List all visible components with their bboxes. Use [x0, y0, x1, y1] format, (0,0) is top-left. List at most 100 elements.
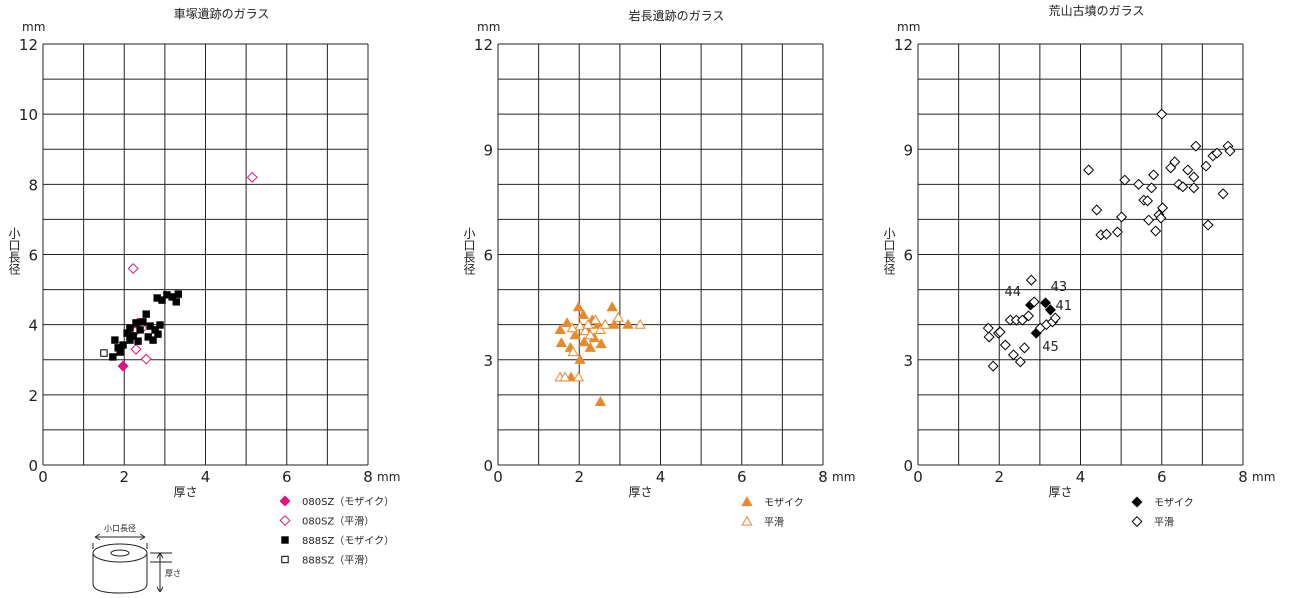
legend-marker [741, 515, 753, 526]
x-tick-label: 6 [737, 468, 747, 486]
marker [126, 324, 134, 332]
marker [1182, 164, 1194, 176]
marker [1224, 145, 1236, 157]
x-tick-label: 8 [363, 468, 373, 486]
legend-label: 平滑 [764, 517, 784, 529]
marker [567, 346, 579, 357]
marker [1148, 169, 1160, 181]
y-tick-label: 12 [19, 36, 38, 54]
x-tick-label: 4 [656, 468, 666, 486]
marker [142, 310, 150, 318]
marker [136, 326, 144, 334]
diagram-diameter-label: 小口長径 [104, 523, 136, 533]
marker [154, 330, 162, 338]
y-unit: mm [477, 20, 500, 34]
marker [983, 331, 995, 343]
y-tick-label: 6 [483, 247, 493, 265]
marker [174, 290, 182, 298]
legend-marker [741, 496, 753, 507]
y-axis-label: 小口長径 [882, 227, 896, 275]
marker [146, 322, 154, 330]
x-tick-label: 0 [38, 468, 48, 486]
point-label: 45 [1042, 340, 1059, 355]
marker [1190, 140, 1202, 152]
marker [554, 324, 566, 335]
marker [1188, 182, 1200, 194]
marker [584, 329, 596, 340]
marker [559, 371, 571, 382]
y-unit: mm [22, 20, 45, 34]
marker [1217, 188, 1229, 200]
legend-label: 888SZ（平滑） [302, 555, 374, 567]
marker [555, 337, 568, 348]
marker [1156, 108, 1168, 120]
marker [566, 322, 579, 333]
point-label: 41 [1055, 299, 1072, 314]
legend-marker [281, 555, 289, 564]
x-axis-label: 厚さ [1048, 485, 1072, 499]
y-tick-label: 6 [903, 247, 913, 265]
marker [594, 324, 607, 335]
x-tick-label: 8 [1238, 468, 1248, 486]
marker [139, 318, 147, 326]
y-tick-label: 6 [28, 247, 38, 265]
marker [1025, 274, 1037, 286]
marker [126, 336, 134, 344]
marker [1028, 296, 1040, 308]
marker [109, 353, 117, 361]
marker [579, 325, 592, 336]
y-tick-label: 12 [894, 36, 913, 54]
chart-title: 荒山古墳のガラス [1049, 3, 1145, 18]
point-label: 43 [1051, 280, 1068, 295]
y-tick-label: 3 [903, 352, 913, 370]
marker [1116, 211, 1128, 223]
marker [1200, 160, 1212, 172]
marker [140, 353, 152, 365]
marker [1040, 297, 1052, 309]
y-tick-label: 0 [28, 457, 38, 475]
chart-title: 車塚遺跡のガラス [174, 6, 270, 21]
marker [606, 301, 618, 312]
y-tick-label: 8 [28, 176, 38, 194]
marker [594, 396, 607, 406]
x-tick-label: 4 [201, 468, 211, 486]
marker [561, 317, 573, 328]
marker [1177, 181, 1189, 193]
marker [119, 341, 127, 349]
y-tick-label: 2 [28, 387, 38, 405]
marker [130, 343, 142, 355]
x-tick-label: 2 [994, 468, 1004, 486]
x-tick-label: 4 [1076, 468, 1086, 486]
marker [1100, 228, 1113, 240]
marker [100, 349, 108, 357]
marker [1142, 195, 1154, 207]
y-tick-label: 0 [483, 457, 493, 475]
marker [1133, 178, 1145, 190]
marker [172, 298, 180, 306]
marker [574, 353, 586, 364]
marker [634, 318, 646, 329]
marker [1119, 174, 1131, 186]
marker [577, 309, 589, 319]
marker [1202, 219, 1214, 231]
legend-marker [1131, 515, 1143, 528]
marker [994, 326, 1006, 338]
y-tick-label: 9 [483, 141, 493, 159]
marker [599, 318, 611, 329]
marker [1146, 182, 1158, 194]
marker [612, 311, 624, 322]
marker [1014, 356, 1026, 368]
x-tick-label: 6 [1157, 468, 1167, 486]
legend-label: モザイク [764, 497, 804, 509]
y-tick-label: 12 [474, 36, 493, 54]
y-tick-label: 0 [903, 457, 913, 475]
legend-label: モザイク [1154, 497, 1194, 509]
legend-label: 080SZ（平滑） [302, 516, 374, 528]
y-tick-label: 9 [903, 141, 913, 159]
x-tick-label: 0 [493, 468, 503, 486]
marker [987, 360, 999, 372]
marker [1111, 226, 1123, 238]
legend-marker [281, 536, 289, 544]
marker [127, 263, 139, 275]
